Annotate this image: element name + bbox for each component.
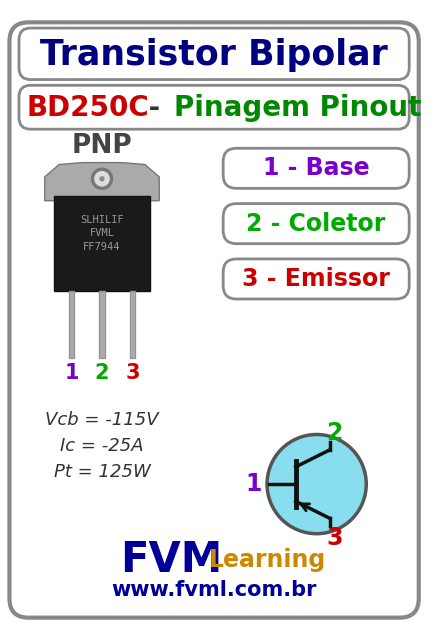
Text: Pinagem Pinout: Pinagem Pinout <box>174 94 421 122</box>
Text: 2: 2 <box>327 420 343 445</box>
Text: PNP: PNP <box>72 133 132 159</box>
Circle shape <box>92 168 113 189</box>
FancyBboxPatch shape <box>19 85 409 129</box>
Text: Pt = 125W: Pt = 125W <box>54 463 150 481</box>
Text: 3: 3 <box>125 364 140 383</box>
Circle shape <box>95 172 109 186</box>
FancyBboxPatch shape <box>54 196 150 291</box>
Text: 1: 1 <box>245 472 261 496</box>
Text: 2: 2 <box>95 364 109 383</box>
Polygon shape <box>45 163 159 201</box>
Text: 1 - Base: 1 - Base <box>263 156 369 180</box>
Text: Transistor Bipolar: Transistor Bipolar <box>40 38 388 72</box>
Text: Vcb = -115V: Vcb = -115V <box>45 411 159 429</box>
Text: FVM: FVM <box>121 540 223 581</box>
Circle shape <box>100 177 104 180</box>
Text: Ic = -25A: Ic = -25A <box>60 437 144 455</box>
Text: www.fvml.com.br: www.fvml.com.br <box>111 580 316 600</box>
Text: BD250C: BD250C <box>26 94 149 122</box>
Bar <box>69 291 74 358</box>
Circle shape <box>267 435 366 534</box>
Text: 3: 3 <box>327 525 343 550</box>
Bar <box>129 291 135 358</box>
Text: 1: 1 <box>64 364 79 383</box>
Text: -: - <box>139 94 170 122</box>
FancyBboxPatch shape <box>9 22 419 618</box>
Bar <box>99 291 105 358</box>
Bar <box>69 291 74 358</box>
Bar <box>99 291 105 358</box>
FancyBboxPatch shape <box>223 148 409 188</box>
Bar <box>129 291 135 358</box>
FancyBboxPatch shape <box>223 259 409 299</box>
Text: SLHILIF: SLHILIF <box>80 215 124 225</box>
Text: 2 - Coletor: 2 - Coletor <box>247 212 386 236</box>
Text: Learning: Learning <box>208 548 326 572</box>
Text: FVML: FVML <box>89 228 114 238</box>
FancyBboxPatch shape <box>19 28 409 79</box>
FancyBboxPatch shape <box>223 204 409 244</box>
Text: 3 - Emissor: 3 - Emissor <box>242 267 390 291</box>
Text: FF7944: FF7944 <box>83 241 121 252</box>
